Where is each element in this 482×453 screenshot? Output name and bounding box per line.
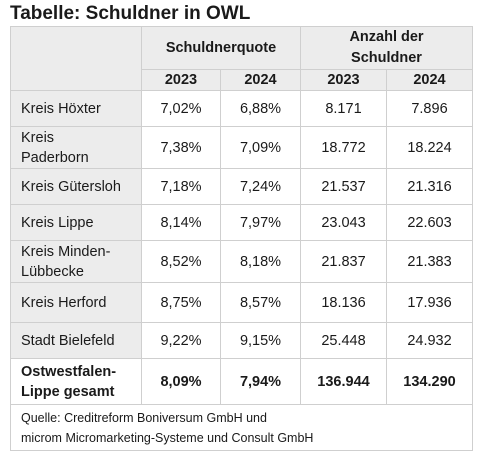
- cell-count-2024: 17.936: [386, 282, 473, 323]
- cell-quote-2024: 6,88%: [220, 90, 301, 127]
- cell-count-2024: 22.603: [386, 204, 473, 241]
- cell-quote-2023: 9,22%: [141, 322, 221, 359]
- source-row: Quelle: Creditreform Boniversum GmbH und…: [10, 404, 473, 451]
- header-group-count-line2: Schuldner: [351, 50, 422, 66]
- header-year-count-2024: 2024: [386, 69, 473, 91]
- debtor-table: Schuldnerquote Anzahl der Schuldner 2023…: [10, 26, 473, 451]
- row-label: Kreis Minden- Lübbecke: [10, 240, 142, 283]
- row-label: Kreis Paderborn: [10, 126, 142, 169]
- cell-quote-2023: 8,52%: [141, 240, 221, 283]
- cell-count-2024: 7.896: [386, 90, 473, 127]
- table-row: Kreis Paderborn 7,38% 7,09% 18.772 18.224: [10, 126, 473, 169]
- table-row: Stadt Bielefeld 9,22% 9,15% 25.448 24.93…: [10, 322, 473, 359]
- row-label: Kreis Höxter: [10, 90, 142, 127]
- total-label: Ostwestfalen- Lippe gesamt: [10, 358, 142, 405]
- cell-count-2023: 25.448: [300, 322, 387, 359]
- table-row: Kreis Gütersloh 7,18% 7,24% 21.537 21.31…: [10, 168, 473, 205]
- row-label: Stadt Bielefeld: [10, 322, 142, 359]
- cell-count-2024: 24.932: [386, 322, 473, 359]
- cell-count-2023: 21.837: [300, 240, 387, 283]
- total-row: Ostwestfalen- Lippe gesamt 8,09% 7,94% 13…: [10, 358, 473, 405]
- cell-count-2024: 21.316: [386, 168, 473, 205]
- cell-count-2023: 18.136: [300, 282, 387, 323]
- cell-quote-2023: 8,75%: [141, 282, 221, 323]
- cell-quote-2023: 7,38%: [141, 126, 221, 169]
- cell-quote-2024: 7,09%: [220, 126, 301, 169]
- cell-quote-2023: 7,18%: [141, 168, 221, 205]
- header-group-quote: Schuldnerquote: [141, 26, 301, 70]
- cell-count-2023: 23.043: [300, 204, 387, 241]
- header-group-count-line1: Anzahl der: [349, 29, 424, 45]
- header-corner: [10, 26, 142, 91]
- table-title: Tabelle: Schuldner in OWL: [10, 3, 251, 24]
- header-year-quote-2023: 2023: [141, 69, 221, 91]
- table-row: Kreis Lippe 8,14% 7,97% 23.043 22.603: [10, 204, 473, 241]
- table-row: Kreis Minden- Lübbecke 8,52% 8,18% 21.837…: [10, 240, 473, 283]
- table-row: Kreis Höxter 7,02% 6,88% 8.171 7.896: [10, 90, 473, 127]
- cell-quote-2024: 8,18%: [220, 240, 301, 283]
- cell-quote-2024: 8,57%: [220, 282, 301, 323]
- header-group-count: Anzahl der Schuldner: [300, 26, 473, 70]
- cell-count-2023: 8.171: [300, 90, 387, 127]
- source-line1: Quelle: Creditreform Boniversum GmbH und: [21, 410, 267, 425]
- total-quote-2023: 8,09%: [141, 358, 221, 405]
- cell-count-2024: 18.224: [386, 126, 473, 169]
- cell-quote-2024: 9,15%: [220, 322, 301, 359]
- total-count-2024: 134.290: [386, 358, 473, 405]
- source-note: Quelle: Creditreform Boniversum GmbH und…: [10, 404, 473, 451]
- cell-quote-2024: 7,97%: [220, 204, 301, 241]
- cell-count-2023: 18.772: [300, 126, 387, 169]
- total-quote-2024: 7,94%: [220, 358, 301, 405]
- source-line2: microm Micromarketing-Systeme und Consul…: [21, 430, 314, 445]
- row-label: Kreis Lippe: [10, 204, 142, 241]
- row-label: Kreis Herford: [10, 282, 142, 323]
- cell-quote-2023: 7,02%: [141, 90, 221, 127]
- cell-count-2023: 21.537: [300, 168, 387, 205]
- total-count-2023: 136.944: [300, 358, 387, 405]
- header-year-quote-2024: 2024: [220, 69, 301, 91]
- cell-count-2024: 21.383: [386, 240, 473, 283]
- table-row: Kreis Herford 8,75% 8,57% 18.136 17.936: [10, 282, 473, 323]
- cell-quote-2024: 7,24%: [220, 168, 301, 205]
- row-label: Kreis Gütersloh: [10, 168, 142, 205]
- cell-quote-2023: 8,14%: [141, 204, 221, 241]
- header-year-count-2023: 2023: [300, 69, 387, 91]
